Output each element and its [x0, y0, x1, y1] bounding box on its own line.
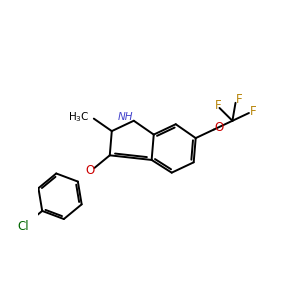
- Text: NH: NH: [118, 112, 134, 122]
- Text: O: O: [85, 164, 94, 177]
- Text: F: F: [236, 93, 242, 106]
- Text: O: O: [214, 121, 224, 134]
- Text: F: F: [215, 99, 222, 112]
- Text: F: F: [249, 105, 256, 118]
- Text: Cl: Cl: [17, 220, 29, 232]
- Text: H$_3$C: H$_3$C: [68, 111, 90, 124]
